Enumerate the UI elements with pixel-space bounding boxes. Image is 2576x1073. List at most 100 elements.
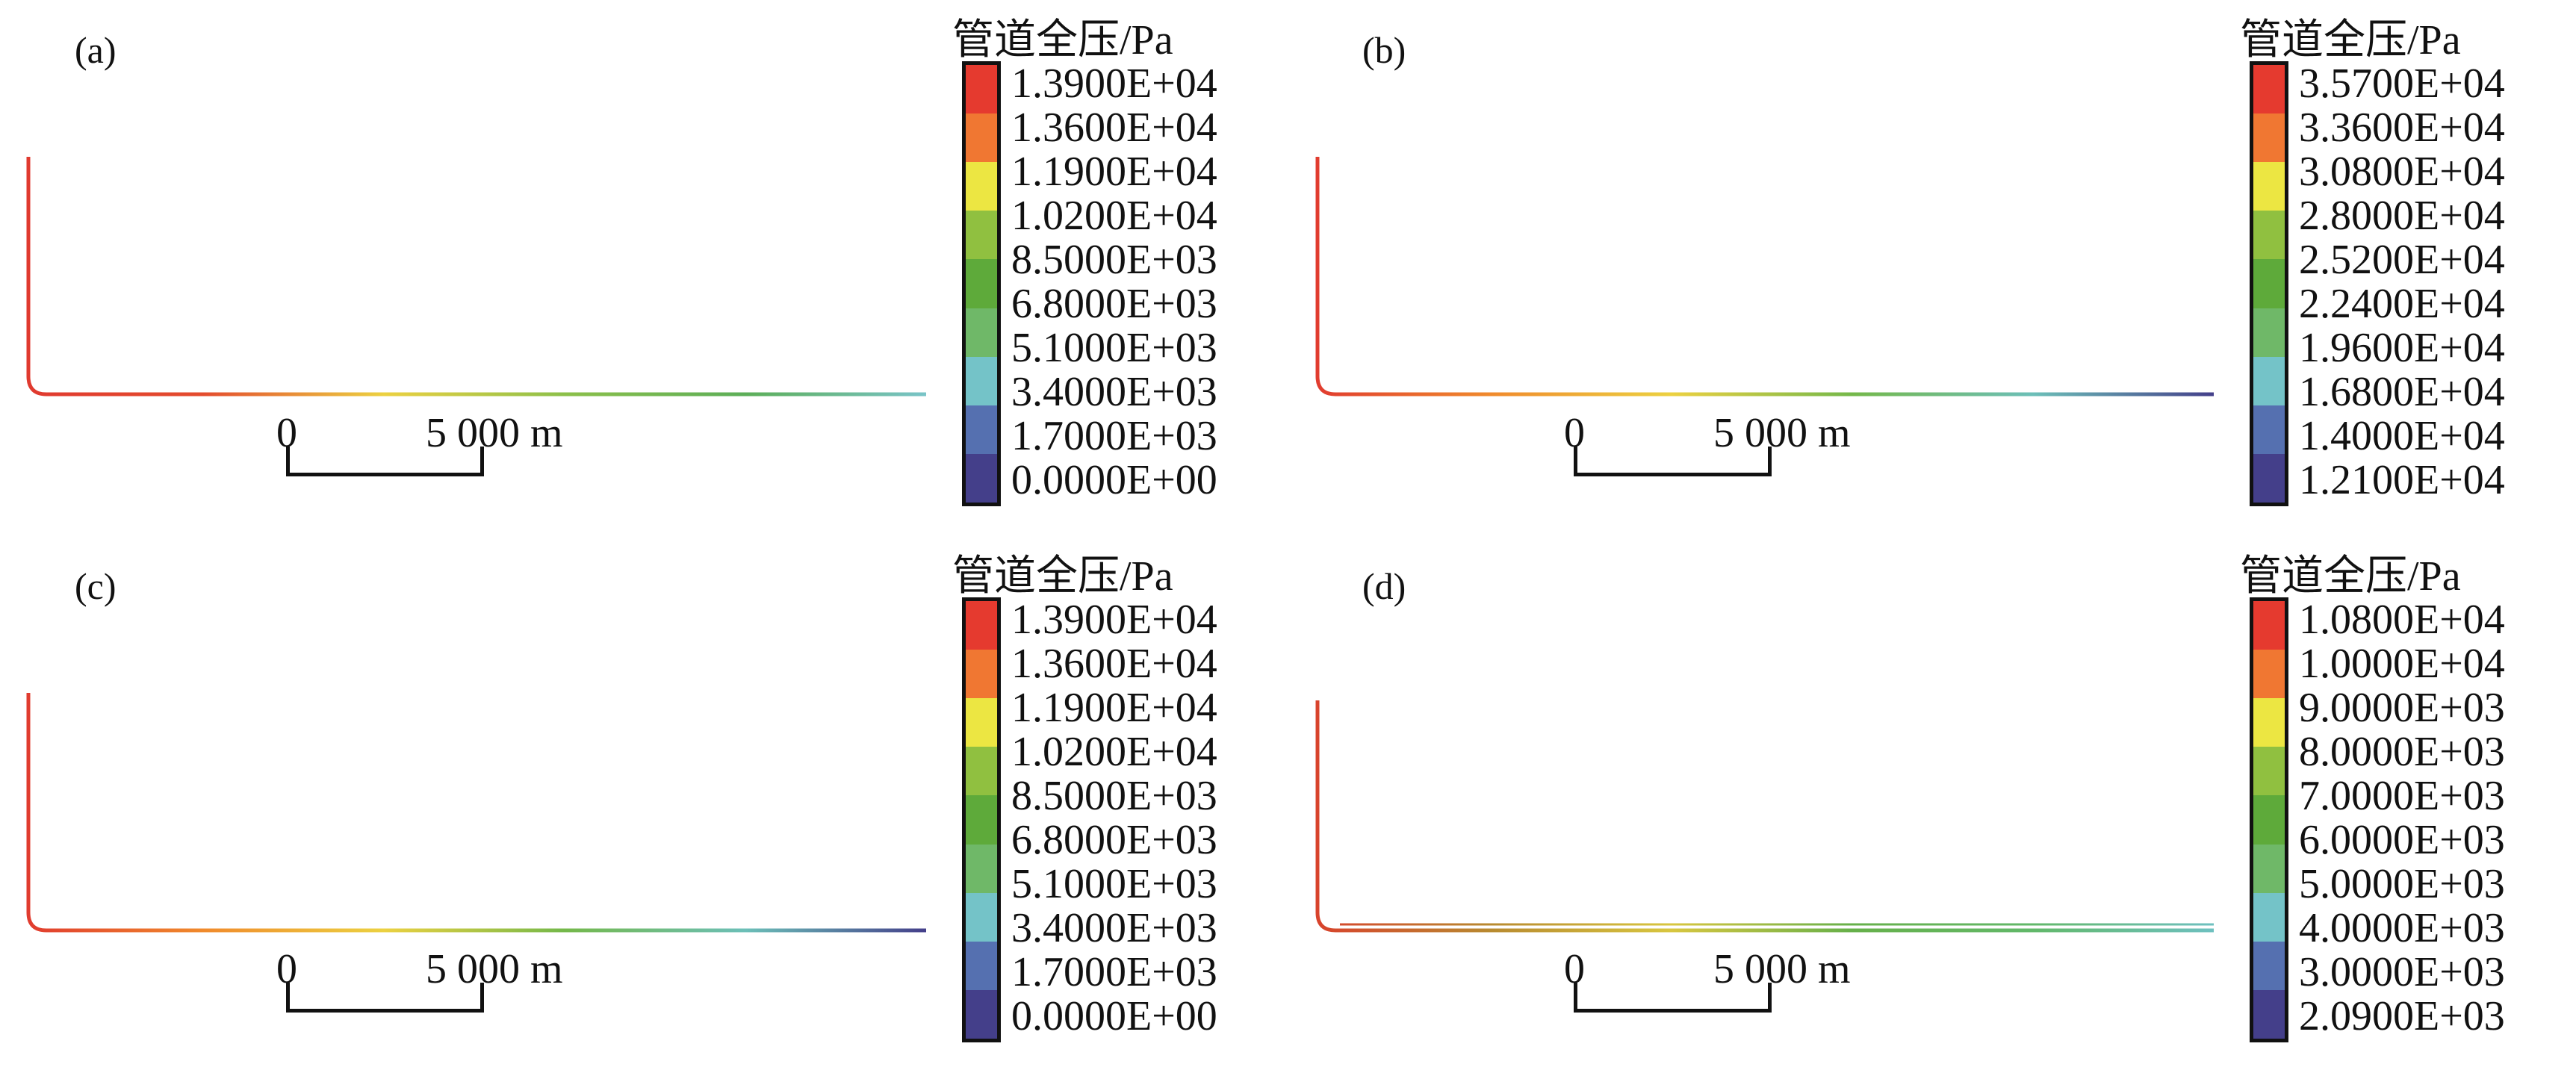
legend-tick-label: 2.2400E+04 [2299, 281, 2505, 327]
legend-swatch [2253, 162, 2285, 211]
pipe-path [26, 157, 926, 396]
legend-swatch [2253, 650, 2285, 699]
legend-tick-label: 1.3600E+04 [1011, 105, 1217, 151]
pipe-diagram [26, 693, 926, 933]
legend-swatch [2253, 941, 2285, 990]
legend-swatch [2253, 65, 2285, 114]
legend-tick-label: 1.3900E+04 [1011, 597, 1217, 643]
panel-label: (d) [1362, 565, 1406, 607]
legend-swatch [2253, 989, 2285, 1039]
legend-swatch [2253, 308, 2285, 357]
legend-swatch [2253, 405, 2285, 454]
legend-tick-label: 1.0000E+04 [2299, 641, 2505, 687]
legend-title: 管道全压/Pa [952, 17, 1173, 63]
legend-swatch [966, 795, 997, 845]
legend-tick-label: 3.5700E+04 [2299, 60, 2505, 107]
legend-swatch [966, 405, 997, 454]
legend-tick-label: 1.0200E+04 [1011, 729, 1217, 775]
legend-swatch [966, 844, 997, 893]
panel-b: (b) 0 5 000 m 管道全压/Pa 3.5700E+04 3.3600E+04 3.… [1288, 0, 2575, 536]
legend-title: 管道全压/Pa [2240, 17, 2461, 63]
legend-swatch [966, 259, 997, 308]
legend-tick-label: 9.0000E+03 [2299, 685, 2505, 731]
legend-tick-label: 3.0800E+04 [2299, 149, 2505, 195]
legend-tick-label: 1.3900E+04 [1011, 60, 1217, 107]
legend-tick-label: 1.2100E+04 [2299, 457, 2505, 503]
legend-tick-label: 3.0000E+03 [2299, 949, 2505, 995]
scale-label-end: 5 000 m [426, 946, 563, 992]
legend-tick-label: 1.7000E+03 [1011, 413, 1217, 459]
legend-tick-label: 6.8000E+03 [1011, 817, 1217, 863]
legend-swatch [966, 162, 997, 211]
legend-tick-label: 2.5200E+04 [2299, 237, 2505, 283]
legend-swatch [2253, 356, 2285, 405]
legend-swatch [966, 113, 997, 163]
pipe-diagram [1315, 157, 2214, 396]
legend-tick-label: 2.0900E+03 [2299, 993, 2505, 1039]
pipe-diagram [1315, 700, 2214, 933]
legend-swatch [966, 892, 997, 942]
legend-tick-label: 0.0000E+00 [1011, 457, 1217, 503]
pipe-path [1315, 700, 2214, 933]
legend-swatch [966, 308, 997, 357]
legend-tick-label: 3.4000E+03 [1011, 369, 1217, 415]
legend-tick-label: 1.1900E+04 [1011, 685, 1217, 731]
legend-tick-label: 0.0000E+00 [1011, 993, 1217, 1039]
legend-tick-label: 1.3600E+04 [1011, 641, 1217, 687]
legend-tick-label: 8.5000E+03 [1011, 773, 1217, 819]
legend-swatch [2253, 698, 2285, 747]
legend-swatch [966, 698, 997, 747]
legend-color-bar [962, 597, 1001, 1042]
legend-tick-label: 8.5000E+03 [1011, 237, 1217, 283]
legend-tick-label: 7.0000E+03 [2299, 773, 2505, 819]
legend-swatch [966, 211, 997, 260]
panel-d: (d) 0 5 000 m 管道全压/Pa 1.0800E+04 1.0000E+04 9.… [1288, 536, 2575, 1072]
legend-tick-label: 4.0000E+03 [2299, 905, 2505, 951]
legend-swatch [966, 601, 997, 650]
pipe-path [26, 693, 926, 933]
legend-swatch [2253, 601, 2285, 650]
panel-label: (a) [75, 29, 117, 71]
scale-bar [1574, 447, 1772, 476]
legend-tick-label: 1.4000E+04 [2299, 413, 2505, 459]
legend-tick-label: 1.1900E+04 [1011, 149, 1217, 195]
legend-tick-label: 1.6800E+04 [2299, 369, 2505, 415]
legend-swatch [2253, 259, 2285, 308]
legend-tick-label: 1.0800E+04 [2299, 597, 2505, 643]
legend-color-bar [2250, 597, 2288, 1042]
panel-c: (c) 0 5 000 m 管道全压/Pa 1.3900E+04 1.3600E+04 1.… [0, 536, 1288, 1072]
legend-tick-label: 1.0200E+04 [1011, 193, 1217, 239]
legend-tick-label: 6.8000E+03 [1011, 281, 1217, 327]
legend-color-bar [962, 61, 1001, 506]
panel-a: (a) 0 5 000 m 管道全压/Pa 1.3900E+04 1.3600E+04 1.… [0, 0, 1288, 536]
legend-tick-label: 5.1000E+03 [1011, 325, 1217, 371]
legend-swatch [966, 356, 997, 405]
legend-swatch [2253, 211, 2285, 260]
legend-swatch [2253, 892, 2285, 942]
legend-swatch [2253, 844, 2285, 893]
legend-tick-label: 6.0000E+03 [2299, 817, 2505, 863]
legend-tick-label: 5.1000E+03 [1011, 861, 1217, 907]
legend-title: 管道全压/Pa [952, 553, 1173, 600]
legend-tick-label: 8.0000E+03 [2299, 729, 2505, 775]
panel-label: (b) [1362, 29, 1406, 71]
legend-tick-label: 1.7000E+03 [1011, 949, 1217, 995]
legend-color-bar [2250, 61, 2288, 506]
scale-bar [286, 983, 484, 1013]
legend-swatch [966, 747, 997, 796]
pipe-path [1315, 157, 2214, 396]
pipe-diagram [26, 157, 926, 396]
legend-title: 管道全压/Pa [2240, 553, 2461, 600]
legend-tick-label: 5.0000E+03 [2299, 861, 2505, 907]
scale-label-end: 5 000 m [1713, 410, 1851, 456]
legend-swatch [966, 65, 997, 114]
legend-swatch [966, 989, 997, 1039]
legend-tick-label: 2.8000E+04 [2299, 193, 2505, 239]
legend-swatch [966, 941, 997, 990]
legend-tick-label: 3.3600E+04 [2299, 105, 2505, 151]
scale-label-end: 5 000 m [426, 410, 563, 456]
panel-label: (c) [75, 565, 117, 607]
scale-label-end: 5 000 m [1713, 946, 1851, 992]
legend-tick-label: 1.9600E+04 [2299, 325, 2505, 371]
legend-swatch [2253, 113, 2285, 163]
